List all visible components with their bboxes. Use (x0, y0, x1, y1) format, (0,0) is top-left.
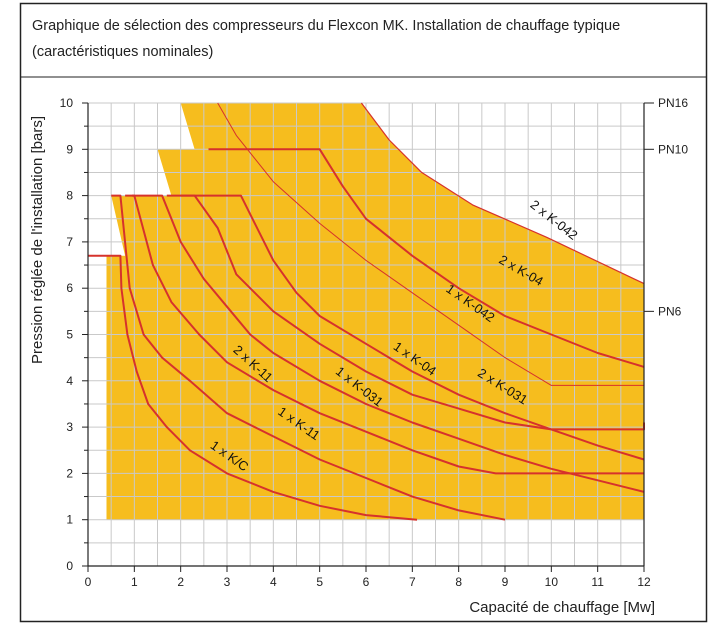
series-line-1 (111, 194, 506, 521)
y-tick-label: 0 (66, 559, 73, 573)
series-line-6 (217, 102, 644, 386)
series-line-8 (360, 102, 645, 285)
x-tick-label: 4 (270, 575, 277, 589)
x-tick-label: 6 (363, 575, 370, 589)
y-tick-label: 6 (66, 281, 73, 295)
y-tick-label: 10 (60, 96, 74, 110)
series-line-5 (166, 194, 645, 431)
pn-label: PN6 (658, 304, 682, 318)
x-tick-label: 0 (85, 575, 92, 589)
pn-label: PN10 (658, 142, 688, 156)
x-tick-label: 12 (637, 575, 651, 589)
x-axis-label: Capacité de chauffage [Mw] (469, 599, 655, 616)
y-tick-label: 3 (66, 420, 73, 434)
x-tick-label: 11 (591, 575, 604, 589)
chart-title-line-1: Graphique de sélection des compresseurs … (32, 18, 620, 34)
series-line-2 (125, 194, 644, 475)
y-tick-label: 4 (66, 374, 73, 388)
x-tick-label: 10 (545, 575, 559, 589)
y-tick-label: 9 (66, 142, 73, 156)
x-tick-label: 3 (224, 575, 231, 589)
x-tick-label: 7 (409, 575, 416, 589)
x-tick-label: 2 (177, 575, 184, 589)
pn-label: PN16 (658, 96, 688, 110)
series-line-3 (132, 194, 645, 493)
x-tick-label: 9 (502, 575, 509, 589)
x-tick-label: 5 (316, 575, 323, 589)
y-tick-label: 7 (66, 235, 73, 249)
y-tick-label: 8 (66, 189, 73, 203)
x-tick-label: 8 (455, 575, 462, 589)
y-axis-label: Pression réglée de l'installation [bars] (29, 116, 46, 364)
y-tick-label: 2 (66, 466, 73, 480)
series-line-7 (208, 148, 645, 368)
x-tick-label: 1 (131, 575, 138, 589)
y-tick-label: 5 (66, 328, 73, 342)
series-line-0 (88, 254, 418, 521)
compressor-curves (88, 102, 645, 521)
y-tick-label: 1 (66, 513, 73, 527)
grid (87, 102, 645, 567)
chart-title-line-2: (caractéristiques nominales) (32, 44, 213, 60)
